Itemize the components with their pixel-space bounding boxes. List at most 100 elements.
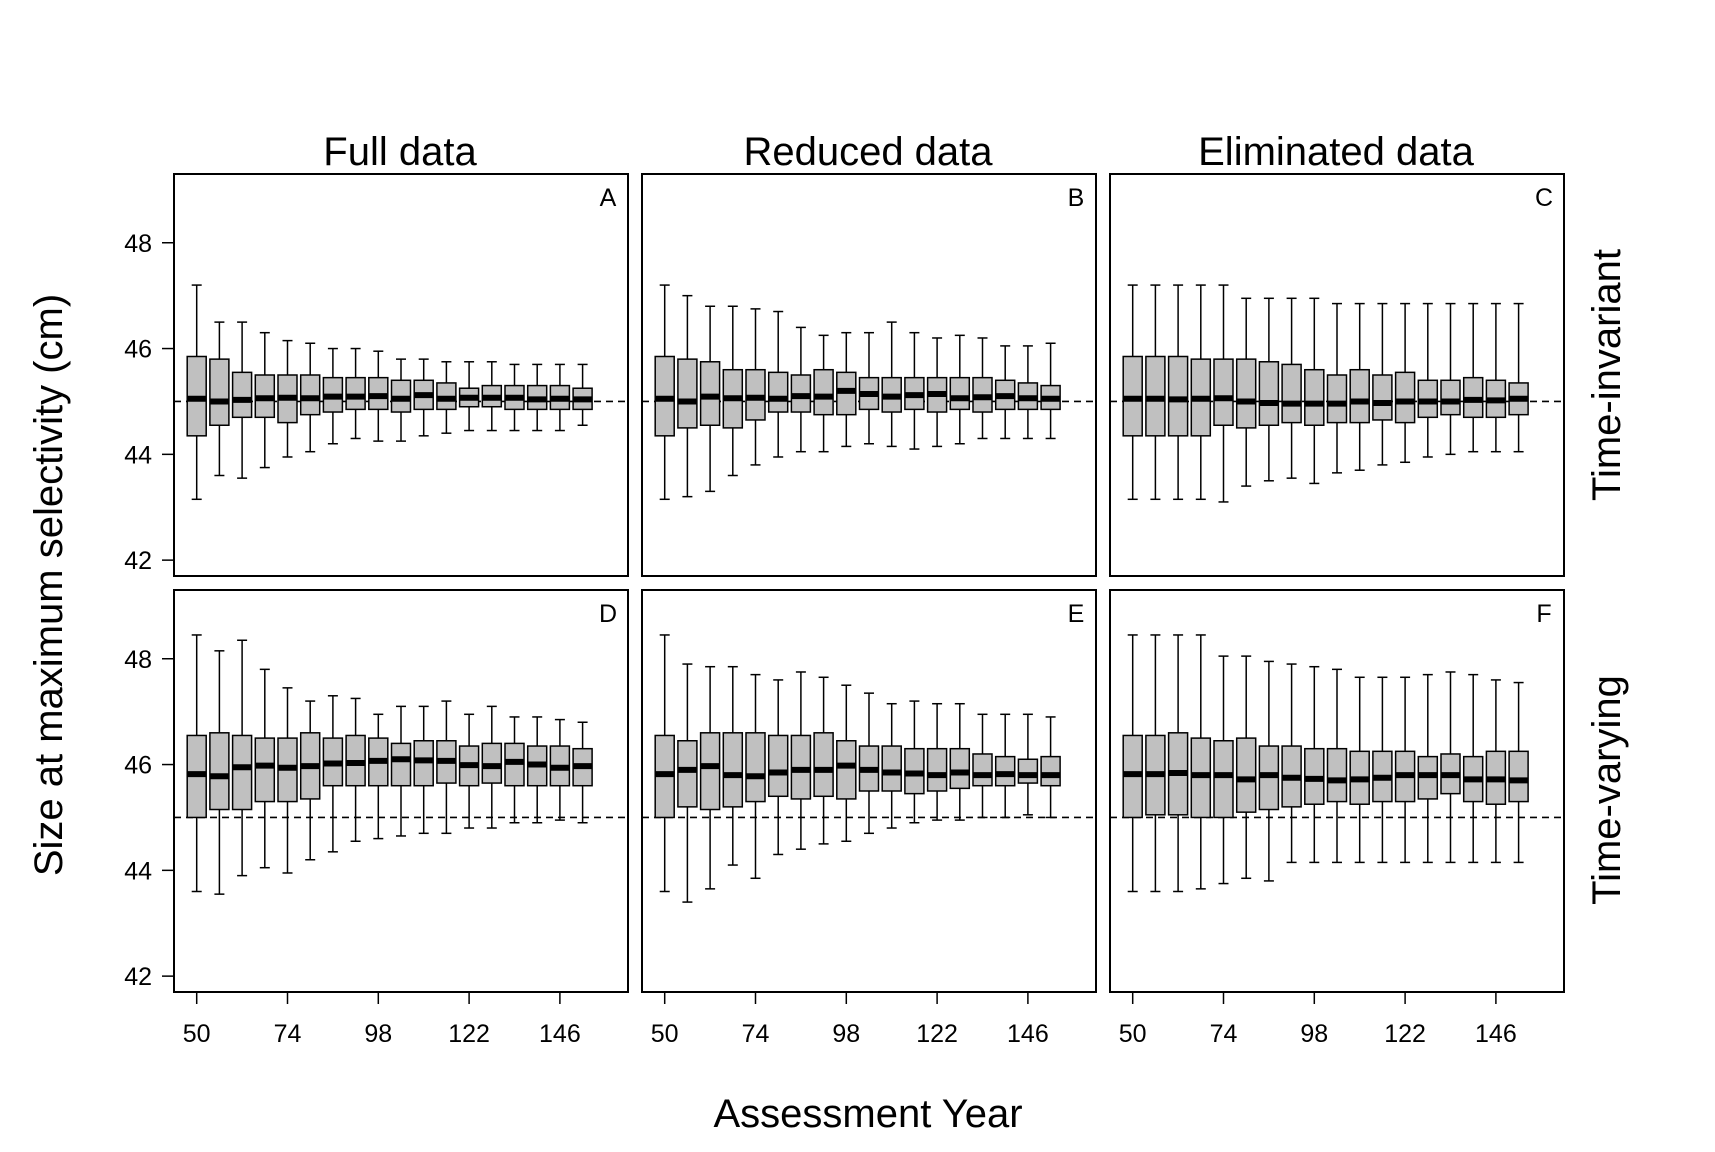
box-a-86 [322,347,344,445]
box-iqr [1349,368,1370,424]
panel-letter-b: B [1068,184,1085,212]
box-iqr [1440,379,1461,416]
box-iqr [1326,747,1348,803]
box-a-140 [526,363,548,432]
column-title-reduced: Reduced data [743,130,993,174]
x-tick-label: 50 [651,1020,679,1048]
box-c-134 [1440,302,1461,456]
box-f-50 [1122,634,1143,893]
panel-letter-c: C [1535,184,1553,212]
box-b-152 [1040,342,1061,440]
box-c-110 [1349,302,1370,471]
box-f-116 [1372,676,1393,864]
box-d-68 [254,668,276,869]
box-b-98 [836,331,857,448]
box-iqr [1040,755,1061,787]
column-title-full: Full data [323,130,477,174]
box-iqr [699,361,721,426]
box-e-86 [790,671,812,850]
panel-frame-f [1109,589,1565,993]
panel-frame-c [1109,173,1565,577]
column-title-eliminated: Eliminated data [1198,130,1474,174]
box-e-80 [767,679,789,856]
box-c-146 [1485,302,1507,453]
y-tick-label: 44 [124,441,152,469]
box-iqr [1167,355,1189,437]
box-c-80 [1235,297,1257,487]
box-e-92 [813,676,834,845]
box-iqr [767,371,789,413]
panel-e: E 50 74 98 122 146 [641,589,1097,1048]
box-d-134 [504,716,525,824]
box-a-128 [481,361,503,432]
box-b-146 [1017,345,1039,440]
box-e-110 [881,702,902,829]
box-d-56 [209,650,230,895]
box-c-128 [1417,302,1439,458]
box-b-50 [654,284,675,501]
box-iqr [813,732,834,798]
box-iqr [209,732,230,811]
box-iqr [1281,363,1302,424]
box-e-68 [722,665,744,866]
box-a-110 [413,358,434,437]
box-a-74 [277,339,298,458]
box-iqr [1235,358,1257,429]
box-iqr [1258,361,1280,426]
box-a-56 [209,321,230,477]
box-d-116 [436,700,457,835]
panel-letter-d: D [599,600,617,628]
box-a-116 [436,361,457,434]
box-iqr [1017,758,1039,784]
panel-frame-e [641,589,1097,993]
box-c-98 [1304,297,1325,485]
box-a-146 [549,363,571,432]
box-f-140 [1462,673,1484,864]
panel-frame-d [173,589,629,993]
box-iqr [745,732,766,803]
box-e-116 [904,700,925,824]
box-a-68 [254,331,276,469]
x-tick-label: 122 [448,1020,490,1048]
y-tick-label: 46 [124,336,152,364]
panel-a: A 42 44 46 48 [124,173,629,577]
box-b-74 [745,308,766,466]
box-iqr [254,737,276,803]
box-a-122 [458,361,480,432]
box-a-134 [504,363,525,432]
box-d-98 [368,713,389,840]
box-d-50 [186,634,207,893]
box-b-80 [767,310,789,458]
box-b-116 [904,331,925,450]
box-e-56 [677,663,698,903]
box-c-122 [1394,302,1416,464]
panel-b: B [641,173,1097,577]
y-tick-label: 48 [124,230,152,258]
box-a-50 [186,284,207,501]
box-iqr [1304,368,1325,427]
box-e-104 [858,692,880,835]
y-tick-label: 44 [124,857,152,885]
box-b-104 [858,331,880,445]
box-c-116 [1372,302,1393,466]
box-c-140 [1462,302,1484,453]
x-tick-label: 98 [1300,1020,1328,1048]
x-tick-label: 74 [274,1020,302,1048]
box-f-80 [1235,655,1257,880]
x-tick-label: 122 [1384,1020,1426,1048]
box-iqr [699,732,721,811]
box-a-98 [368,350,389,442]
box-f-62 [1167,634,1189,893]
box-e-140 [994,713,1016,819]
box-d-104 [390,705,412,837]
y-tick-label: 42 [124,547,152,575]
box-a-152 [572,363,593,426]
box-d-110 [413,705,434,835]
box-f-86 [1258,660,1280,882]
box-f-98 [1304,665,1325,864]
box-d-62 [231,639,253,877]
box-d-74 [277,687,298,874]
box-f-104 [1326,668,1348,864]
box-iqr [1508,750,1529,803]
